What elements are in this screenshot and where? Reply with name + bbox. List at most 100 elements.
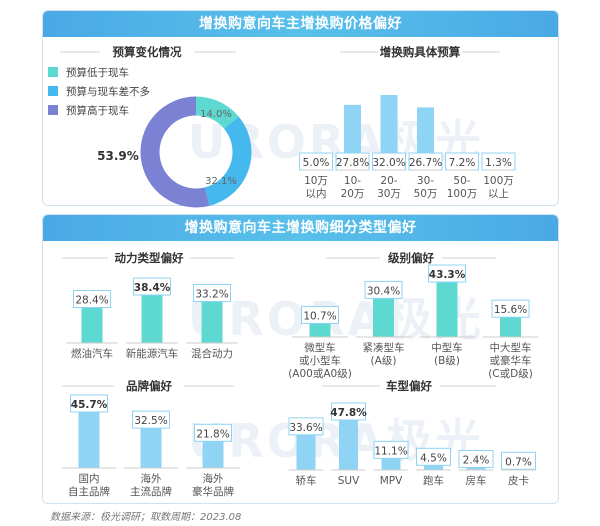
- bar-value-label: 21.8%: [196, 428, 229, 440]
- pie-slice: [204, 116, 252, 206]
- category-label: 50万: [414, 188, 438, 200]
- bar-value-box: [301, 305, 339, 324]
- bar: [202, 441, 224, 468]
- category-label: 主流品牌: [130, 485, 172, 498]
- category-label: 混合动力: [191, 347, 233, 360]
- category-label: 燃油汽车: [71, 347, 113, 360]
- category-label: 30-: [417, 175, 434, 187]
- bar-value-label: 10.7%: [303, 310, 336, 322]
- bar-value-label: 4.5%: [420, 452, 447, 464]
- bar: [381, 458, 401, 470]
- category-label: 100万: [483, 175, 514, 187]
- section-title: 车型偏好: [386, 379, 432, 393]
- legend-item-label: 预算与现车差不多: [66, 85, 150, 98]
- category-label: 20万: [341, 188, 365, 200]
- bar-value-label: 32.5%: [134, 415, 167, 427]
- bar-value-label: 32.0%: [372, 157, 405, 169]
- bar-value-box: [70, 394, 108, 413]
- legend-swatch: [48, 105, 58, 115]
- category-label: 微型车: [304, 341, 336, 354]
- category-label: 新能源汽车: [126, 347, 179, 360]
- legend-swatch: [48, 86, 58, 96]
- category-label: 皮卡: [508, 474, 529, 487]
- category-label: 豪华品牌: [192, 485, 234, 498]
- category-label: 以内: [306, 187, 327, 200]
- bar-value-box: [373, 440, 409, 459]
- category-label: 房车: [466, 474, 487, 487]
- category-label: (A级): [371, 355, 397, 367]
- bar-value-box: [331, 402, 366, 421]
- bar-value-label: 15.6%: [494, 304, 527, 316]
- price-preference-panel: 增换购意向车主增换购价格偏好: [42, 10, 559, 206]
- bar-value-box: [288, 417, 324, 436]
- pie-slice: [195, 96, 239, 130]
- bar-value-label: 27.8%: [336, 157, 369, 169]
- pie-slice: [140, 96, 210, 208]
- legend-item-label: 预算高于现车: [66, 104, 129, 117]
- bar: [380, 95, 398, 170]
- pie-value-label: 53.9%: [97, 149, 139, 163]
- category-label: (C或D级): [488, 368, 533, 380]
- bar-value-label: 30.4%: [367, 285, 400, 297]
- bar-value-box: [491, 299, 530, 318]
- category-label: 50-: [453, 175, 470, 187]
- category-label: 30万: [377, 188, 401, 200]
- bar-value-label: 7.2%: [449, 157, 476, 169]
- price-preference-title: 增换购意向车主增换购价格偏好: [43, 11, 558, 37]
- bar: [309, 323, 331, 337]
- data-source-note: 数据来源：极光调研；取数周期：2023.08: [50, 512, 242, 523]
- category-label: (A00或A0级): [288, 368, 352, 380]
- bar-value-label: 5.0%: [303, 157, 330, 169]
- bar-value-box: [73, 290, 111, 308]
- category-label: MPV: [380, 475, 403, 487]
- bar: [466, 467, 486, 470]
- category-label: 紧凑型车: [363, 341, 405, 354]
- section-title: 预算变化情况: [113, 45, 182, 59]
- pie-value-label: 14.0%: [200, 109, 232, 120]
- bar-value-box: [501, 451, 536, 470]
- bar-value-label: 38.4%: [134, 282, 171, 294]
- category-label: 以上: [488, 188, 509, 200]
- category-label: 轿车: [296, 474, 317, 487]
- section-title: 增换购具体预算: [380, 45, 461, 59]
- bar-value-label: 33.6%: [289, 422, 322, 434]
- category-label: 跑车: [423, 474, 444, 487]
- bar-value-box: [458, 449, 494, 468]
- bar: [373, 298, 394, 337]
- category-label: 100万: [447, 188, 478, 200]
- category-label: 10万: [304, 175, 328, 187]
- bar-value-box: [428, 264, 466, 283]
- category-label: 中型车: [431, 341, 463, 354]
- bar: [201, 301, 223, 343]
- category-label: 海外: [141, 472, 162, 485]
- bar-value-label: 43.3%: [429, 269, 466, 281]
- bar-value-box: [364, 280, 403, 299]
- category-label: 中大型车: [490, 341, 532, 354]
- bar-value-label: 28.4%: [75, 295, 108, 307]
- bar-value-box: [133, 277, 171, 296]
- bar: [339, 420, 358, 470]
- section-title: 动力类型偏好: [115, 251, 184, 265]
- bar-value-label: 26.7%: [409, 157, 442, 169]
- bar: [436, 282, 458, 337]
- category-label: 国内: [79, 472, 100, 485]
- bar: [296, 434, 316, 470]
- category-label: 10-: [344, 175, 361, 187]
- bar: [424, 465, 443, 470]
- bar-value-label: 0.7%: [505, 456, 532, 468]
- bar: [141, 295, 163, 343]
- category-label: 海外: [203, 472, 224, 485]
- bar-value-label: 47.8%: [330, 407, 367, 419]
- bar-value-box: [193, 284, 231, 302]
- category-label: 或小型车: [299, 354, 341, 367]
- bar: [78, 412, 100, 468]
- legend-swatch: [48, 67, 58, 77]
- bar: [140, 428, 162, 468]
- legend-item-label: 预算低于现车: [66, 66, 129, 79]
- bar-value-label: 2.4%: [463, 454, 490, 466]
- bar-value-box: [416, 447, 451, 466]
- bar-value-label: 45.7%: [71, 399, 108, 411]
- category-label: 20-: [380, 175, 397, 187]
- category-label: SUV: [338, 475, 360, 487]
